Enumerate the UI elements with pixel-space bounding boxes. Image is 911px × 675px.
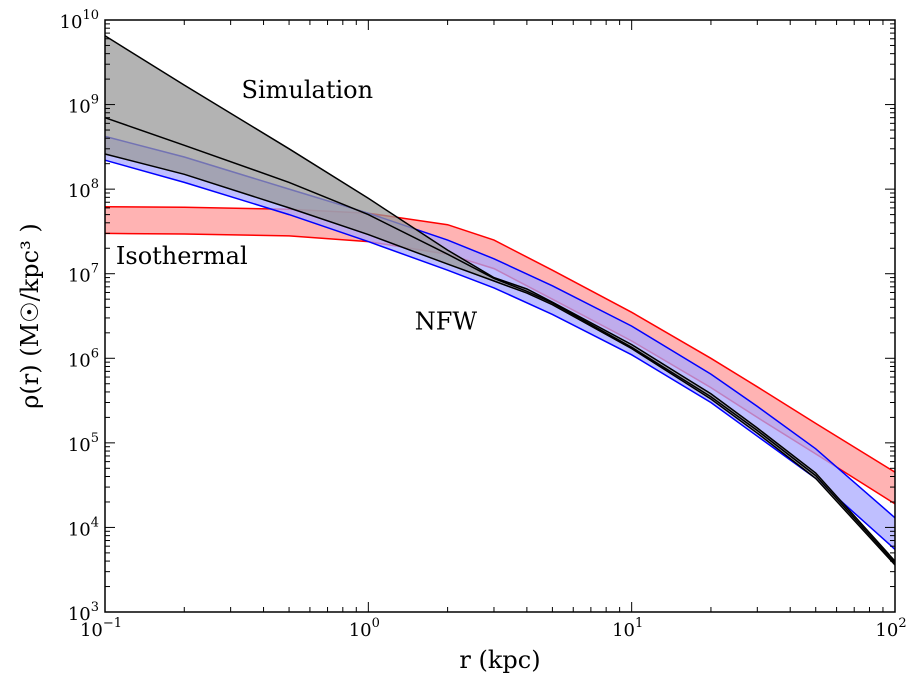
- isothermal-annotation: Isothermal: [116, 242, 248, 270]
- x-tick-label: 100: [349, 616, 380, 641]
- simulation-mid-line: [104, 116, 896, 564]
- y-tick-label: 1010: [60, 8, 99, 33]
- y-tick-label: 106: [68, 346, 99, 371]
- x-axis-label: r (kpc): [459, 646, 540, 674]
- y-tick-label: 103: [68, 600, 99, 625]
- nfw-band-fill: [105, 136, 895, 550]
- bands-layer: [104, 35, 896, 566]
- x-tick-label: 102: [875, 616, 906, 641]
- y-tick-label: 109: [68, 93, 99, 118]
- y-tick-label: 104: [68, 515, 99, 540]
- nfw-lower-line: [104, 159, 896, 550]
- x-tick-label: 101: [612, 616, 643, 641]
- simulation-band-fill: [105, 35, 895, 566]
- simulation-annotation: Simulation: [242, 76, 374, 104]
- x-tick-label: 10−1: [80, 616, 122, 641]
- y-tick-label: 105: [68, 431, 99, 456]
- simulation-lower-line: [104, 153, 896, 566]
- plot-frame: [104, 19, 896, 613]
- y-tick-label: 108: [68, 177, 99, 202]
- simulation-upper-line: [104, 35, 896, 562]
- y-axis-label: ρ(r) (M☉/kpc³ ): [16, 223, 44, 408]
- annotations-layer: Simulation Isothermal NFW: [116, 76, 477, 335]
- y-tick-label: 107: [68, 262, 99, 287]
- ticks-layer: 10−1 100 101 102 103 104 105 106 107 108 109 1010: [60, 8, 907, 641]
- nfw-annotation: NFW: [415, 307, 478, 335]
